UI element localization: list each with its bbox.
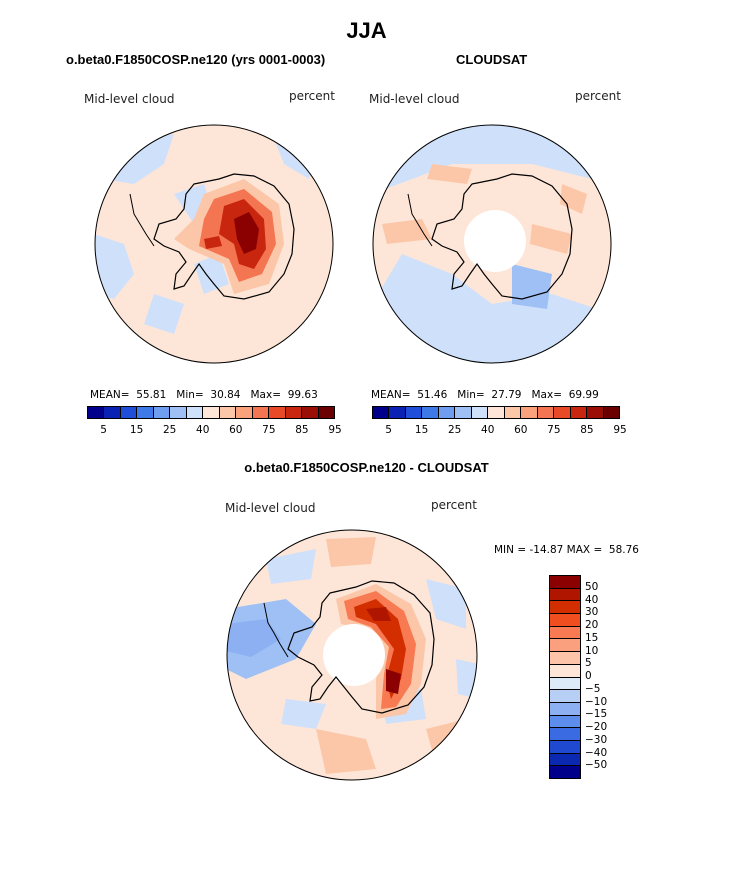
colorbar-swatch bbox=[203, 407, 220, 418]
colorbar-tick-label: −15 bbox=[585, 708, 608, 721]
colorbar-swatch bbox=[252, 407, 270, 418]
colorbar-tick-label: 10 bbox=[585, 644, 599, 657]
diff-units-label: percent bbox=[431, 498, 477, 512]
colorbar-tick-label: 50 bbox=[585, 580, 599, 593]
colorbar-tick-label: 40 bbox=[585, 593, 599, 606]
model-polar-map bbox=[94, 124, 334, 364]
diff-polar-map bbox=[226, 529, 478, 781]
colorbar-tick-label: 15 bbox=[129, 424, 144, 436]
colorbar-swatch bbox=[302, 407, 319, 418]
colorbar-swatch bbox=[153, 407, 171, 418]
colorbar-swatch bbox=[550, 677, 580, 691]
colorbar-swatch bbox=[550, 601, 580, 615]
obs-polar-map bbox=[372, 124, 612, 364]
obs-panel-title: CLOUDSAT bbox=[456, 52, 528, 67]
colorbar-swatch bbox=[521, 407, 538, 418]
colorbar-swatch bbox=[405, 407, 423, 418]
colorbar-tick-label: 40 bbox=[196, 424, 210, 436]
colorbar-swatch bbox=[170, 407, 187, 418]
colorbar-swatch bbox=[88, 407, 105, 418]
obs-stats: MEAN= 51.46 Min= 27.79 Max= 69.99 bbox=[371, 389, 599, 401]
diff-panel-title: o.beta0.F1850COSP.ne120 - CLOUDSAT bbox=[244, 460, 489, 475]
colorbar-tick-label: 60 bbox=[514, 424, 528, 436]
colorbar-tick-label: −40 bbox=[585, 746, 608, 759]
colorbar-tick-label: −20 bbox=[585, 721, 608, 733]
model-colorbar bbox=[87, 406, 335, 419]
colorbar-swatch bbox=[438, 407, 456, 418]
colorbar-tick-label: −10 bbox=[585, 695, 608, 708]
colorbar-swatch bbox=[550, 639, 580, 653]
colorbar-swatch bbox=[137, 407, 154, 418]
colorbar-tick-label: −50 bbox=[585, 759, 608, 772]
colorbar-tick-label: 75 bbox=[262, 424, 276, 436]
colorbar-swatch bbox=[219, 407, 237, 418]
model-variable-label: Mid-level cloud bbox=[84, 92, 175, 106]
colorbar-swatch bbox=[550, 702, 580, 716]
colorbar-tick-label: 20 bbox=[585, 619, 599, 631]
colorbar-tick-label: 0 bbox=[585, 670, 592, 682]
colorbar-swatch bbox=[285, 407, 303, 418]
obs-colorbar bbox=[372, 406, 620, 419]
colorbar-tick-label: 75 bbox=[547, 424, 561, 436]
model-panel-title: o.beta0.F1850COSP.ne120 (yrs 0001-0003) bbox=[66, 52, 326, 67]
colorbar-swatch bbox=[422, 407, 439, 418]
colorbar-tick-label: 30 bbox=[585, 606, 599, 619]
colorbar-swatch bbox=[603, 407, 620, 418]
colorbar-swatch bbox=[104, 407, 121, 418]
colorbar-swatch bbox=[550, 664, 580, 678]
colorbar-tick-label: 5 bbox=[585, 657, 592, 670]
colorbar-swatch bbox=[186, 407, 204, 418]
colorbar-swatch bbox=[389, 407, 406, 418]
obs-variable-label: Mid-level cloud bbox=[369, 92, 460, 106]
colorbar-tick-label: 25 bbox=[162, 424, 177, 436]
colorbar-tick-label: −30 bbox=[585, 733, 608, 746]
colorbar-swatch bbox=[554, 407, 571, 418]
diff-minmax: MIN = -14.87 MAX = 58.76 bbox=[494, 544, 639, 556]
colorbar-tick-label: 95 bbox=[328, 424, 342, 436]
colorbar-swatch bbox=[570, 407, 588, 418]
colorbar-swatch bbox=[318, 407, 335, 418]
colorbar-swatch bbox=[537, 407, 555, 418]
colorbar-swatch bbox=[504, 407, 522, 418]
colorbar-swatch bbox=[587, 407, 604, 418]
colorbar-tick-label: 15 bbox=[414, 424, 429, 436]
colorbar-swatch bbox=[120, 407, 138, 418]
colorbar-tick-label: 15 bbox=[585, 631, 599, 644]
model-stats: MEAN= 55.81 Min= 30.84 Max= 99.63 bbox=[90, 389, 318, 401]
page-title: JJA bbox=[346, 18, 387, 43]
colorbar-tick-label: −5 bbox=[585, 682, 601, 695]
colorbar-tick-label: 95 bbox=[613, 424, 627, 436]
colorbar-swatch bbox=[550, 766, 580, 778]
diff-variable-label: Mid-level cloud bbox=[225, 501, 316, 515]
colorbar-tick-label: 40 bbox=[481, 424, 495, 436]
colorbar-swatch bbox=[550, 690, 580, 703]
colorbar-tick-label: 85 bbox=[580, 424, 594, 436]
colorbar-swatch bbox=[550, 753, 580, 767]
colorbar-tick-label: 85 bbox=[295, 424, 309, 436]
colorbar-swatch bbox=[550, 728, 580, 741]
colorbar-swatch bbox=[550, 652, 580, 665]
colorbar-swatch bbox=[550, 614, 580, 627]
model-units-label: percent bbox=[289, 89, 335, 103]
colorbar-swatch bbox=[550, 576, 580, 589]
obs-units-label: percent bbox=[575, 89, 621, 103]
colorbar-swatch bbox=[373, 407, 390, 418]
colorbar-swatch bbox=[455, 407, 472, 418]
diff-colorbar bbox=[549, 575, 581, 779]
colorbar-tick-label: 5 bbox=[100, 424, 107, 436]
colorbar-tick-label: 60 bbox=[229, 424, 243, 436]
colorbar-swatch bbox=[488, 407, 505, 418]
colorbar-tick-label: 25 bbox=[447, 424, 462, 436]
colorbar-swatch bbox=[550, 715, 580, 729]
colorbar-swatch bbox=[550, 626, 580, 640]
colorbar-swatch bbox=[550, 740, 580, 754]
colorbar-swatch bbox=[236, 407, 253, 418]
colorbar-swatch bbox=[471, 407, 489, 418]
colorbar-tick-label: 5 bbox=[385, 424, 392, 436]
colorbar-swatch bbox=[550, 588, 580, 602]
colorbar-swatch bbox=[269, 407, 286, 418]
